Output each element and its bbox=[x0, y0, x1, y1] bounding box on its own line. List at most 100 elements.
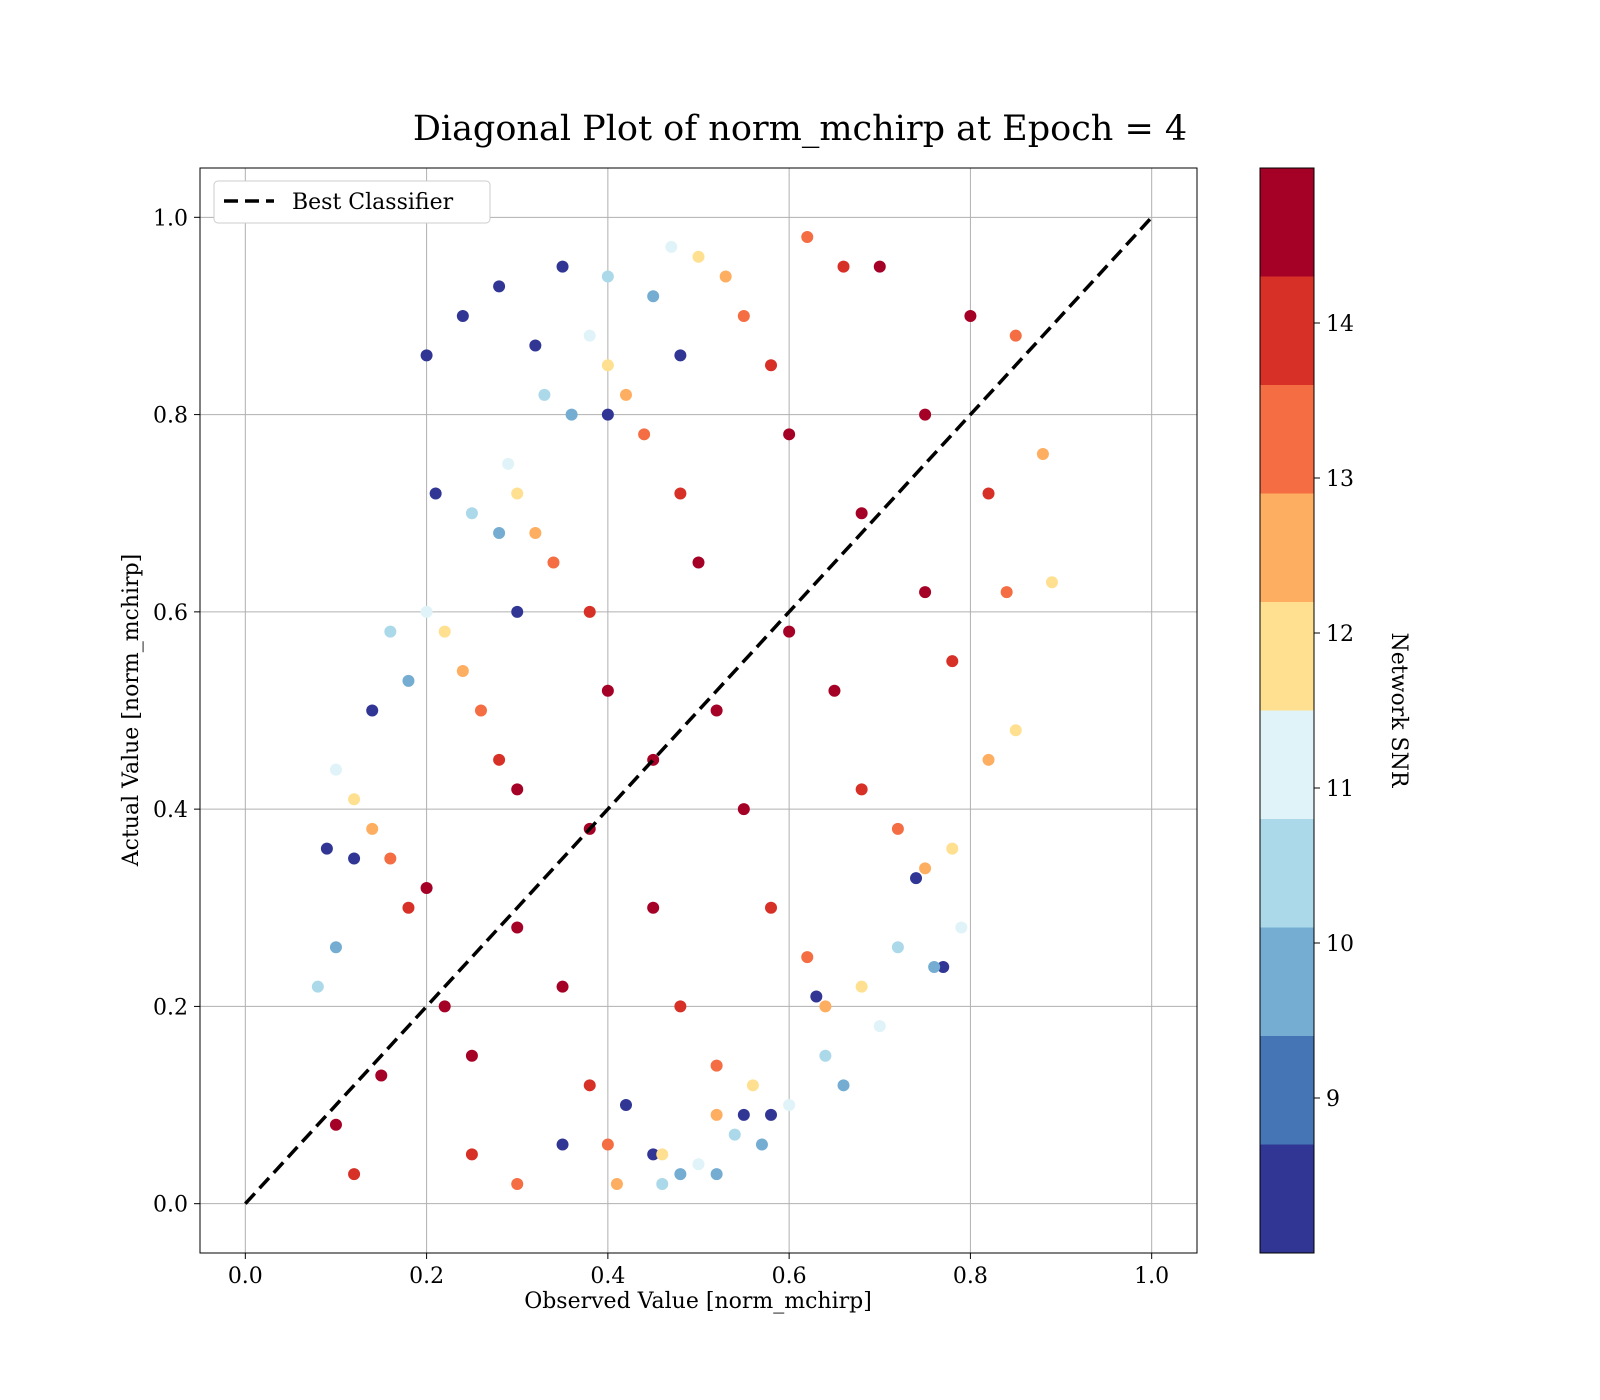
scatter-point bbox=[765, 901, 778, 914]
scatter-point bbox=[855, 980, 868, 993]
scatter-point bbox=[420, 882, 433, 895]
scatter-point bbox=[837, 260, 850, 273]
legend-label: Best Classifier bbox=[292, 190, 454, 215]
scatter-point bbox=[601, 408, 614, 421]
scatter-point bbox=[329, 1118, 342, 1131]
scatter-point bbox=[465, 507, 478, 520]
scatter-point bbox=[601, 359, 614, 372]
scatter-point bbox=[783, 428, 796, 441]
scatter-point bbox=[402, 674, 415, 687]
scatter-point bbox=[601, 684, 614, 697]
scatter-point bbox=[429, 487, 442, 500]
scatter-point bbox=[348, 1168, 361, 1181]
colorbar-level bbox=[1260, 493, 1314, 602]
scatter-point bbox=[647, 290, 660, 303]
scatter-point bbox=[692, 1158, 705, 1171]
scatter-point bbox=[647, 901, 660, 914]
scatter-point bbox=[493, 280, 506, 293]
colorbar-level bbox=[1260, 927, 1314, 1036]
scatter-point bbox=[873, 260, 886, 273]
scatter-point bbox=[456, 665, 469, 678]
scatter-point bbox=[674, 349, 687, 362]
scatter-point bbox=[746, 1079, 759, 1092]
scatter-point bbox=[783, 1099, 796, 1112]
scatter-point bbox=[420, 605, 433, 618]
y-tick-label: 0.8 bbox=[153, 404, 188, 429]
scatter-point bbox=[737, 803, 750, 816]
scatter-point bbox=[665, 240, 678, 253]
chart-title: Diagonal Plot of norm_mchirp at Epoch = … bbox=[413, 109, 1187, 149]
colorbar-level bbox=[1260, 276, 1314, 385]
scatter-point bbox=[438, 1000, 451, 1013]
scatter-point bbox=[619, 388, 632, 401]
scatter-point bbox=[919, 408, 932, 421]
colorbar-label: Network SNR bbox=[1386, 633, 1411, 789]
scatter-point bbox=[964, 309, 977, 322]
scatter-point bbox=[465, 1148, 478, 1161]
scatter-point bbox=[320, 842, 333, 855]
scatter-point bbox=[474, 704, 487, 717]
scatter-point bbox=[946, 655, 959, 668]
scatter-point bbox=[982, 753, 995, 766]
scatter-point bbox=[919, 862, 932, 875]
scatter-point bbox=[375, 1069, 388, 1082]
scatter-point bbox=[493, 753, 506, 766]
x-tick-label: 1.0 bbox=[1134, 1264, 1169, 1289]
scatter-point bbox=[755, 1138, 768, 1151]
colorbar-tick-label: 9 bbox=[1326, 1087, 1340, 1112]
colorbar-level bbox=[1260, 819, 1314, 928]
scatter-point bbox=[674, 487, 687, 500]
scatter-point bbox=[828, 684, 841, 697]
scatter-point bbox=[946, 842, 959, 855]
scatter-point bbox=[583, 329, 596, 342]
scatter-point bbox=[919, 586, 932, 599]
scatter-point bbox=[610, 1177, 623, 1190]
scatter-point bbox=[511, 921, 524, 934]
colorbar-tick-label: 13 bbox=[1326, 467, 1354, 492]
colorbar-level bbox=[1260, 1144, 1314, 1253]
scatter-point bbox=[1009, 329, 1022, 342]
scatter-point bbox=[619, 1099, 632, 1112]
y-tick-label: 1.0 bbox=[153, 206, 188, 231]
scatter-point bbox=[692, 556, 705, 569]
scatter-point bbox=[348, 852, 361, 865]
scatter-point bbox=[583, 1079, 596, 1092]
scatter-point bbox=[438, 625, 451, 638]
y-tick-label: 0.0 bbox=[153, 1193, 188, 1218]
scatter-point bbox=[819, 1000, 832, 1013]
x-axis-ticks: 0.0 0.2 0.4 0.6 0.8 1.0 bbox=[228, 1253, 1169, 1289]
colorbar-frame bbox=[1259, 167, 1315, 1254]
scatter-point bbox=[511, 783, 524, 796]
scatter-point bbox=[538, 388, 551, 401]
y-tick-label: 0.2 bbox=[153, 995, 188, 1020]
colorbar-level bbox=[1260, 710, 1314, 819]
legend: Best Classifier bbox=[213, 180, 491, 224]
legend-box bbox=[213, 180, 491, 224]
scatter-point bbox=[529, 339, 542, 352]
plot-frame bbox=[199, 167, 1198, 1254]
scatter-point bbox=[556, 1138, 569, 1151]
scatter-point bbox=[819, 1049, 832, 1062]
scatter-point bbox=[502, 457, 515, 470]
scatter-point bbox=[873, 1020, 886, 1033]
scatter-point bbox=[420, 349, 433, 362]
scatter-point bbox=[674, 1168, 687, 1181]
scatter-point bbox=[402, 901, 415, 914]
scatter-point bbox=[638, 428, 651, 441]
scatter-point bbox=[719, 270, 732, 283]
scatter-point bbox=[493, 526, 506, 539]
y-tick-label: 0.6 bbox=[153, 601, 188, 626]
scatter-point bbox=[511, 605, 524, 618]
x-axis-label: Observed Value [norm_mchirp] bbox=[524, 1289, 872, 1314]
y-axis-ticks: 0.0 0.2 0.4 0.6 0.8 1.0 bbox=[153, 206, 200, 1218]
colorbar-level bbox=[1260, 168, 1314, 277]
colorbar-level bbox=[1260, 385, 1314, 494]
scatter-point bbox=[329, 763, 342, 776]
scatter-point bbox=[737, 1108, 750, 1121]
scatter-point bbox=[647, 1148, 660, 1161]
scatter-point bbox=[710, 1108, 723, 1121]
scatter-point bbox=[465, 1049, 478, 1062]
scatter-point bbox=[556, 980, 569, 993]
scatter-point bbox=[801, 951, 814, 964]
